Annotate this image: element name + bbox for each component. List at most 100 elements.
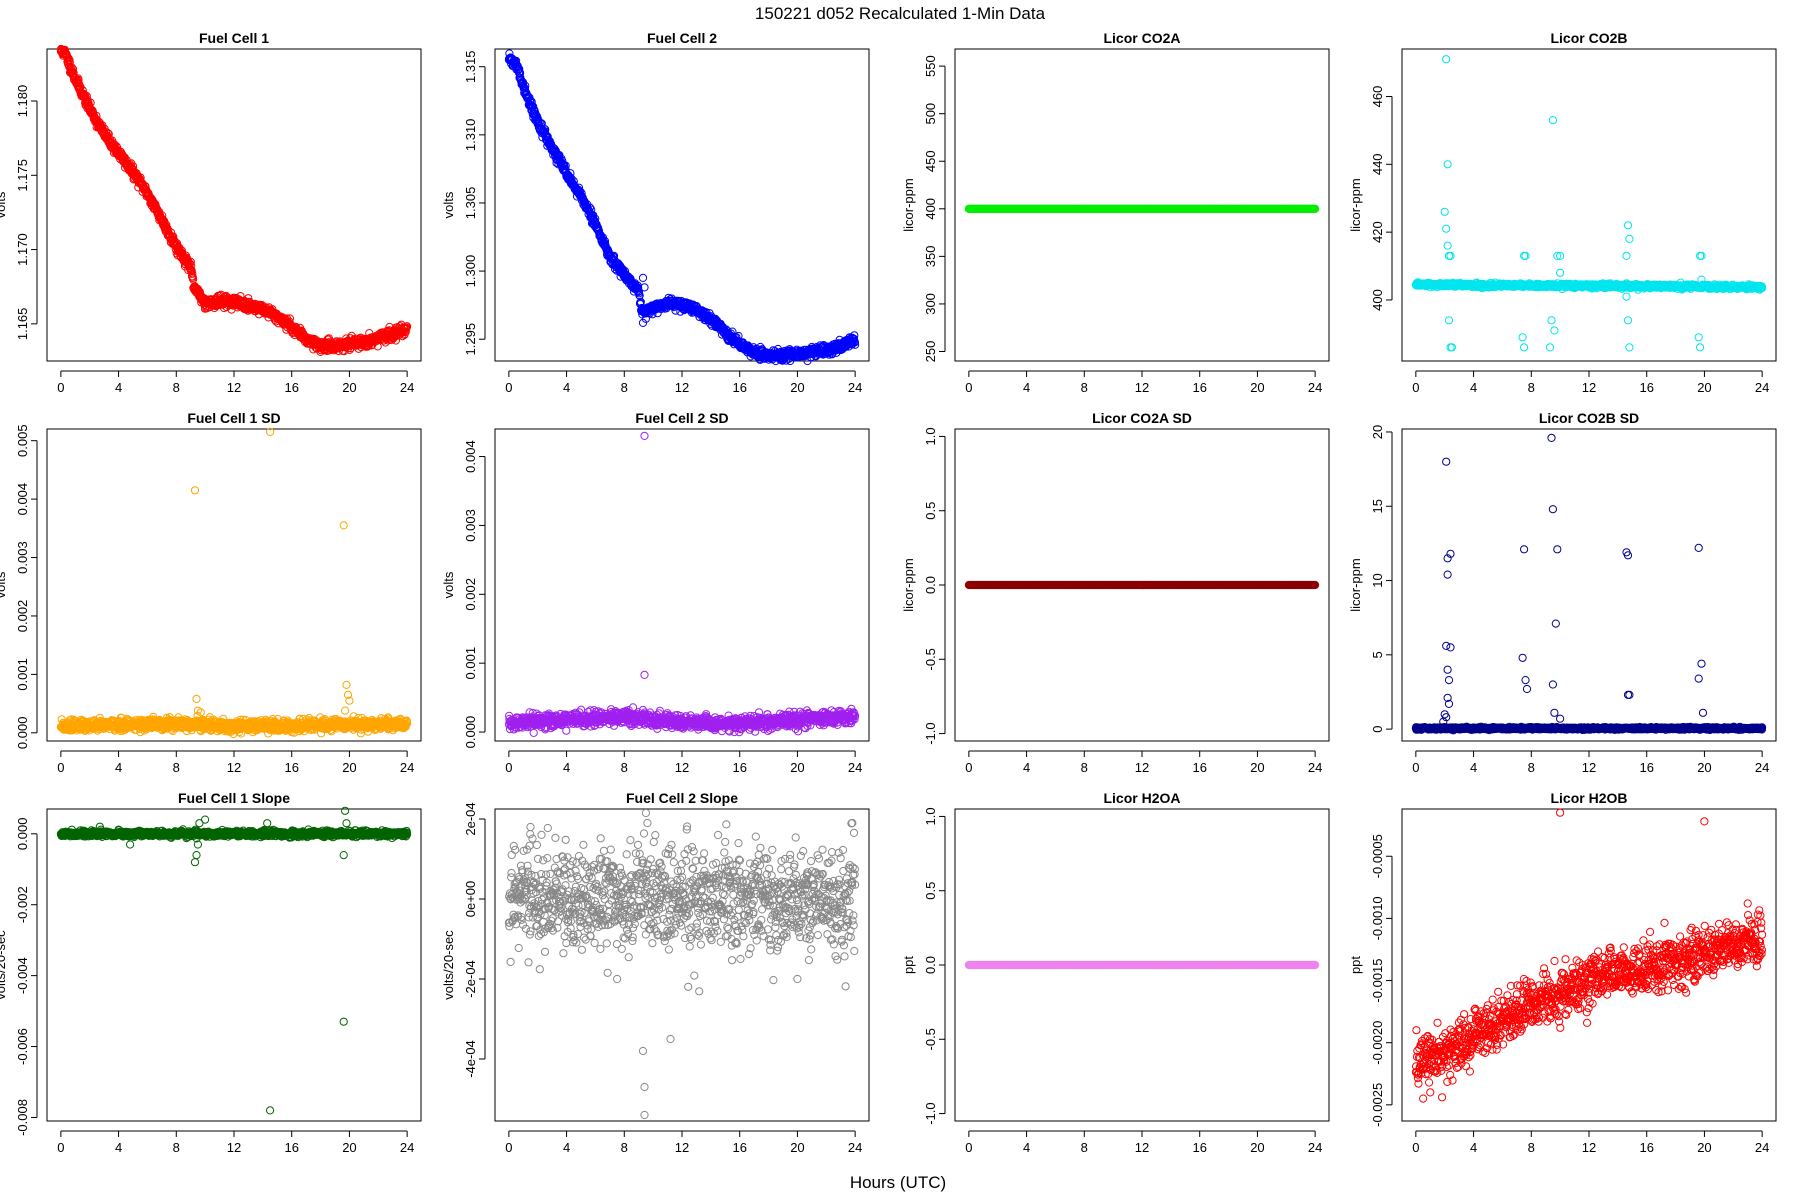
y-tick-label: 1.165 xyxy=(15,308,30,341)
x-tick-label: 0 xyxy=(57,380,64,395)
y-axis-label: volts xyxy=(0,571,8,598)
data-point-outlier xyxy=(1443,241,1452,250)
data-point-outlier xyxy=(1694,333,1703,342)
x-tick-label: 4 xyxy=(563,380,570,395)
data-point-outlier xyxy=(1623,316,1633,325)
x-tick-label: 8 xyxy=(173,760,180,775)
y-tick-label: 0.002 xyxy=(15,600,30,633)
y-tick-label: 420 xyxy=(1370,221,1385,243)
data-points xyxy=(964,204,1320,213)
x-tick-label: 4 xyxy=(1470,380,1477,395)
x-tick-label: 20 xyxy=(342,380,356,395)
x-tick-label: 4 xyxy=(115,760,122,775)
x-tick-label: 16 xyxy=(284,380,298,395)
data-point-outlier xyxy=(1625,343,1634,352)
data-point-outlier xyxy=(1547,316,1556,325)
x-tick-label: 20 xyxy=(1250,380,1264,395)
plot-frame xyxy=(46,48,422,362)
data-point-outlier xyxy=(1623,221,1633,230)
y-tick-label: 1.180 xyxy=(15,85,30,118)
y-tick-label: 0.003 xyxy=(15,541,30,574)
data-point-outlier xyxy=(1548,116,1558,125)
figure-xlabel: Hours (UTC) xyxy=(850,1173,946,1192)
x-tick-label: 0 xyxy=(1412,380,1419,395)
data-point-outlier xyxy=(1440,207,1449,216)
x-tick-label: 16 xyxy=(1192,380,1206,395)
x-tick-label: 20 xyxy=(790,380,804,395)
x-tick-label: 12 xyxy=(1582,380,1596,395)
plot-frame xyxy=(494,48,870,362)
y-tick-label: 0.005 xyxy=(15,424,30,457)
x-tick-label: 0 xyxy=(57,760,64,775)
y-tick-label: 0.004 xyxy=(15,483,30,516)
x-tick-label: 12 xyxy=(675,380,689,395)
y-axis-label: volts xyxy=(0,191,8,218)
data-point xyxy=(161,221,170,230)
data-point xyxy=(83,95,92,105)
y-tick-label: 300 xyxy=(923,293,938,315)
data-point-outlier xyxy=(1442,55,1451,64)
data-point-outlier xyxy=(1556,268,1565,277)
plot-frame xyxy=(1401,48,1777,362)
y-tick-label: 1.310 xyxy=(463,119,478,152)
x-tick-label: 8 xyxy=(173,380,180,395)
x-tick-label: 8 xyxy=(1081,380,1088,395)
y-tick-label: 400 xyxy=(1370,289,1385,311)
data-point-outlier xyxy=(1550,326,1559,335)
y-tick-label: 550 xyxy=(923,55,938,77)
data-point-outlier xyxy=(1518,333,1527,342)
x-tick-label: 16 xyxy=(732,380,746,395)
y-tick-label: 1.305 xyxy=(463,187,478,220)
x-tick-label: 8 xyxy=(621,380,628,395)
x-tick-label: 24 xyxy=(1755,380,1769,395)
data-point-outlier xyxy=(1442,224,1451,233)
x-tick-label: 0 xyxy=(505,380,512,395)
y-tick-label: 0.000 xyxy=(15,717,30,750)
data-point xyxy=(108,136,117,145)
data-point-outlier xyxy=(1622,292,1631,301)
y-tick-label: 350 xyxy=(923,246,938,268)
data-points xyxy=(56,44,412,356)
y-tick-label: 1.300 xyxy=(463,255,478,288)
data-point xyxy=(68,64,78,74)
x-tick-label: 16 xyxy=(284,760,298,775)
x-tick-label: 8 xyxy=(1528,380,1535,395)
panel-title: Licor CO2A xyxy=(1103,30,1180,46)
x-tick-label: 12 xyxy=(227,760,241,775)
data-point-outlier xyxy=(1444,316,1454,325)
data-point xyxy=(188,269,197,278)
y-tick-label: 500 xyxy=(923,103,938,125)
y-tick-label: 450 xyxy=(923,150,938,172)
x-tick-label: 24 xyxy=(1308,380,1322,395)
x-tick-label: 20 xyxy=(342,760,356,775)
data-point-outlier xyxy=(1696,343,1705,352)
x-tick-label: 0 xyxy=(965,380,972,395)
plot-frame xyxy=(46,428,422,742)
data-point xyxy=(162,220,171,229)
data-points xyxy=(56,427,412,739)
y-tick-label: 250 xyxy=(923,341,938,363)
x-tick-label: 24 xyxy=(400,380,414,395)
data-point-outlier xyxy=(638,273,648,282)
y-tick-label: 1.170 xyxy=(15,233,30,266)
figure-title: 150221 d052 Recalculated 1-Min Data xyxy=(755,4,1046,23)
y-tick-label: 1.295 xyxy=(463,323,478,356)
y-tick-label: 460 xyxy=(1370,86,1385,108)
y-tick-label: 440 xyxy=(1370,153,1385,175)
y-tick-label: 400 xyxy=(923,198,938,220)
x-tick-label: 4 xyxy=(115,380,122,395)
x-tick-label: 20 xyxy=(1697,380,1711,395)
data-point-outlier xyxy=(1625,234,1634,243)
y-axis-label: volts xyxy=(441,191,456,218)
x-tick-label: 16 xyxy=(1639,380,1653,395)
data-points xyxy=(504,49,860,366)
data-point-outlier xyxy=(1622,251,1631,260)
x-tick-label: 4 xyxy=(1023,380,1030,395)
data-point xyxy=(60,45,70,55)
panel-title: Licor CO2B xyxy=(1550,30,1627,46)
